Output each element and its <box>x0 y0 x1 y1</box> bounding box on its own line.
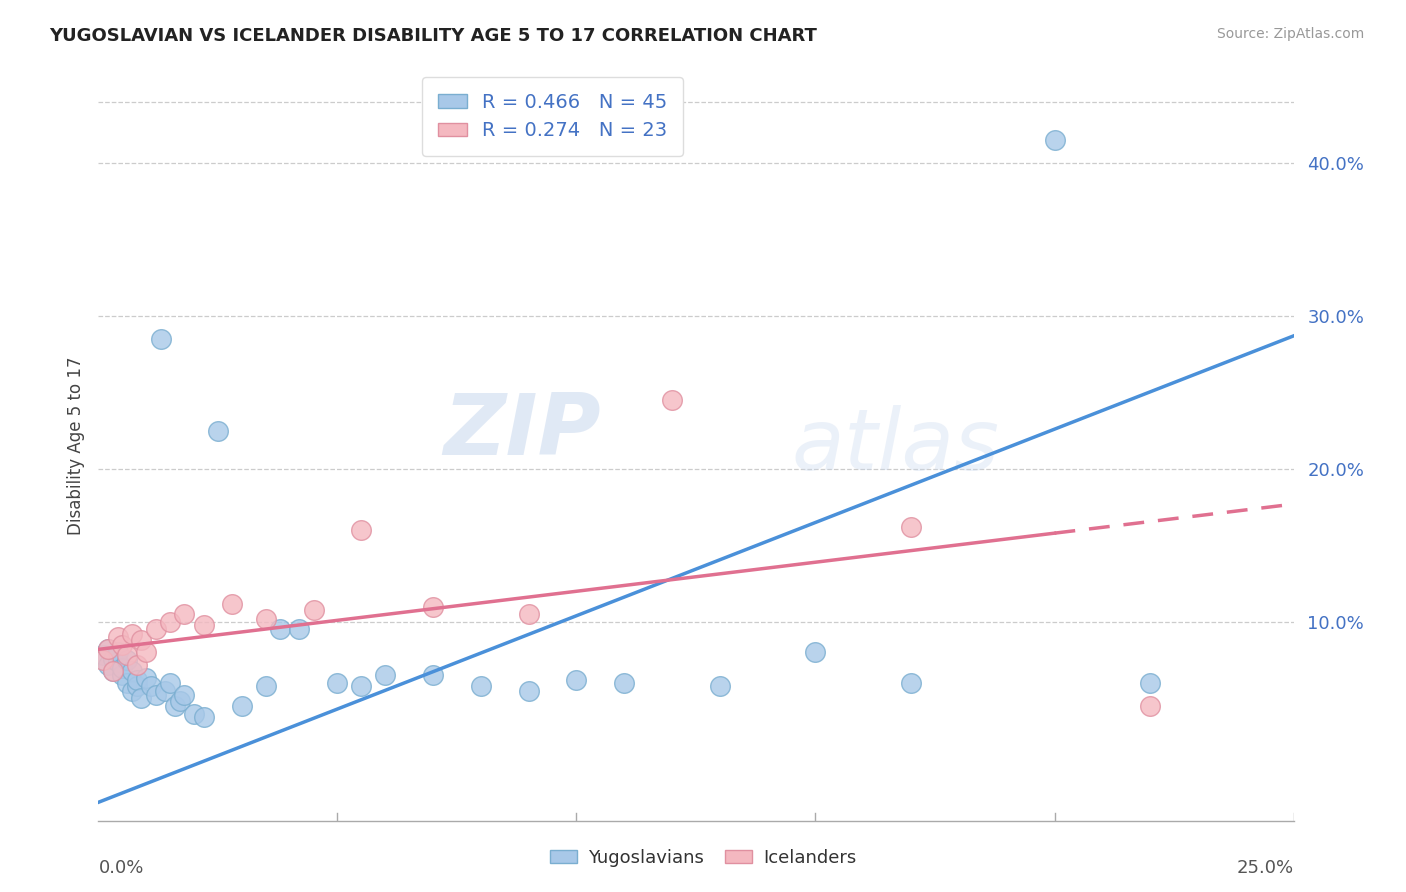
Point <box>804 645 827 659</box>
Point <box>374 668 396 682</box>
Point <box>125 679 148 693</box>
Point <box>350 679 373 693</box>
Point <box>709 679 731 693</box>
Point <box>231 698 253 713</box>
Point <box>111 638 134 652</box>
Point <box>1139 676 1161 690</box>
Point <box>183 706 205 721</box>
Point <box>91 648 114 663</box>
Point <box>169 694 191 708</box>
Point <box>145 688 167 702</box>
Point <box>131 691 153 706</box>
Point <box>125 673 148 687</box>
Point <box>207 424 229 438</box>
Point <box>269 623 291 637</box>
Point <box>350 523 373 537</box>
Point <box>173 607 195 622</box>
Point <box>422 668 444 682</box>
Point <box>1043 133 1066 147</box>
Point <box>125 657 148 672</box>
Point <box>107 645 129 659</box>
Point <box>101 651 124 665</box>
Point <box>97 642 120 657</box>
Point <box>900 676 922 690</box>
Text: YUGOSLAVIAN VS ICELANDER DISABILITY AGE 5 TO 17 CORRELATION CHART: YUGOSLAVIAN VS ICELANDER DISABILITY AGE … <box>49 27 817 45</box>
Point <box>422 599 444 614</box>
Point <box>91 653 114 667</box>
Point <box>111 661 134 675</box>
Point <box>193 709 215 723</box>
Point <box>288 623 311 637</box>
Point <box>517 607 540 622</box>
Point <box>145 623 167 637</box>
Y-axis label: Disability Age 5 to 17: Disability Age 5 to 17 <box>66 357 84 535</box>
Point <box>155 683 177 698</box>
Point <box>159 676 181 690</box>
Point <box>613 676 636 690</box>
Point <box>111 668 134 682</box>
Text: ZIP: ZIP <box>443 390 600 473</box>
Point <box>302 602 325 616</box>
Point <box>131 633 153 648</box>
Point <box>107 655 129 669</box>
Point <box>326 676 349 690</box>
Point <box>900 520 922 534</box>
Point <box>159 615 181 629</box>
Text: 25.0%: 25.0% <box>1236 859 1294 877</box>
Point <box>1139 698 1161 713</box>
Point <box>97 642 120 657</box>
Legend: R = 0.466   N = 45, R = 0.274   N = 23: R = 0.466 N = 45, R = 0.274 N = 23 <box>422 78 683 156</box>
Point <box>101 664 124 678</box>
Point <box>121 683 143 698</box>
Point <box>139 679 162 693</box>
Point <box>254 612 277 626</box>
Point <box>135 645 157 659</box>
Legend: Yugoslavians, Icelanders: Yugoslavians, Icelanders <box>543 842 863 874</box>
Point <box>101 664 124 678</box>
Text: 0.0%: 0.0% <box>98 859 143 877</box>
Point <box>661 393 683 408</box>
Point <box>221 597 243 611</box>
Point <box>173 688 195 702</box>
Text: atlas: atlas <box>792 404 1000 488</box>
Point <box>97 657 120 672</box>
Point <box>565 673 588 687</box>
Point <box>115 648 138 663</box>
Point <box>135 672 157 686</box>
Point <box>149 332 172 346</box>
Point <box>115 653 138 667</box>
Point <box>470 679 492 693</box>
Point <box>121 664 143 678</box>
Point <box>254 679 277 693</box>
Point <box>517 683 540 698</box>
Point <box>107 630 129 644</box>
Point <box>115 676 138 690</box>
Point <box>163 698 186 713</box>
Point <box>193 618 215 632</box>
Text: Source: ZipAtlas.com: Source: ZipAtlas.com <box>1216 27 1364 41</box>
Point <box>121 627 143 641</box>
